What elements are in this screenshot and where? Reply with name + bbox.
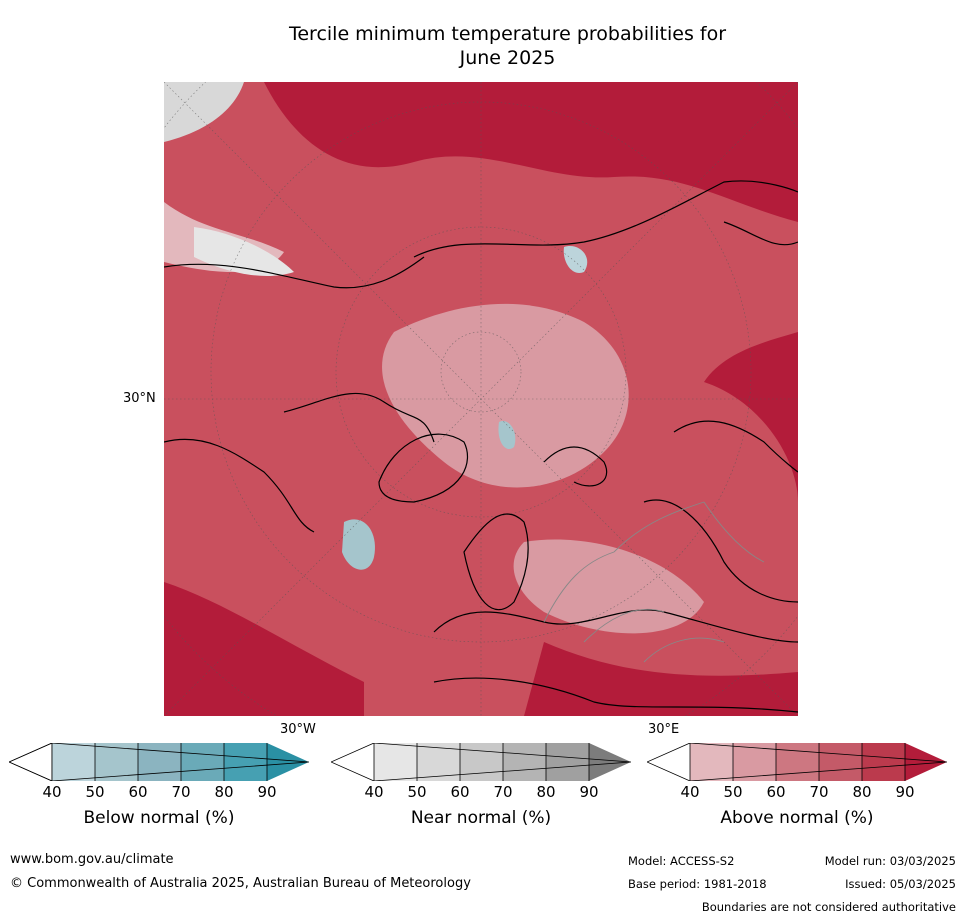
below-normal-patch-svalbard (498, 421, 516, 450)
near-normal-patch-corner (164, 82, 244, 142)
colorbar-above-normal-dividers (689, 743, 906, 781)
colorbar-near-normal-segment-2 (417, 743, 460, 781)
map-title: Tercile minimum temperature probabilitie… (160, 22, 855, 70)
colorbar-tick: 80 (852, 783, 872, 801)
colorbar-above-normal-outline (647, 743, 947, 781)
colorbar-below-normal-segment-5 (224, 743, 267, 781)
colorbar-tick: 70 (493, 783, 513, 801)
colorbar-above-normal-segment-2 (733, 743, 776, 781)
colorbar-above-normal-segment-1 (690, 743, 733, 781)
model-run-text: Model run: 03/03/2025 (824, 854, 956, 868)
colorbar-tick: 60 (128, 783, 148, 801)
deep-red-region-north (264, 82, 798, 222)
colorbar-below-normal-segment-4 (181, 743, 224, 781)
colorbar-below-normal (9, 743, 309, 781)
colorbar-above-normal-segment-5 (862, 743, 905, 781)
colorbar-near-normal-segment-3 (460, 743, 503, 781)
colorbar-near-normal-extend-high (589, 743, 631, 781)
coastlines (164, 180, 798, 713)
colorbar-above-normal-segment-3 (776, 743, 819, 781)
colorbar-above-normal (647, 743, 947, 781)
colorbar-tick: 50 (723, 783, 743, 801)
colorbar-above-normal-ticks: 40 50 60 70 80 90 (647, 783, 947, 803)
graticule (164, 82, 798, 716)
below-normal-patch-kamchatka (563, 246, 588, 273)
colorbar-above-normal-extend-low (647, 743, 690, 781)
colorbar-above-normal-extend-high (905, 743, 947, 781)
colorbar-near-normal-extend-low (331, 743, 374, 781)
model-text: Model: ACCESS-S2 (628, 854, 735, 868)
colorbar-tick: 70 (171, 783, 191, 801)
issued-text: Issued: 05/03/2025 (845, 877, 956, 891)
colorbar-near-normal-segment-1 (374, 743, 417, 781)
colorbar-tick: 50 (407, 783, 427, 801)
colorbar-tick: 40 (42, 783, 62, 801)
colorbar-below-normal-label: Below normal (%) (83, 808, 235, 828)
colorbar-tick: 60 (766, 783, 786, 801)
colorbar-below-normal-dividers (51, 743, 268, 781)
base-period-text: Base period: 1981-2018 (628, 877, 767, 891)
website-link[interactable]: www.bom.gov.au/climate (10, 852, 174, 867)
deep-red-region-south (524, 642, 798, 716)
colorbar-near-normal-label: Near normal (%) (410, 808, 552, 828)
colorbar-below-normal-ticks: 40 50 60 70 80 90 (9, 783, 309, 803)
disclaimer-text: Boundaries are not considered authoritat… (701, 900, 956, 914)
lon-label-30e: 30°E (648, 722, 680, 737)
light-pink-region-arctic (382, 303, 629, 488)
near-normal-patch-pacific (194, 227, 294, 277)
colorbar-tick: 50 (85, 783, 105, 801)
colorbar-tick: 90 (257, 783, 277, 801)
country-boundaries (543, 501, 765, 663)
title-line-2: June 2025 (459, 47, 556, 69)
colorbar-below-normal-segment-3 (138, 743, 181, 781)
colorbar-above-normal-segment-4 (819, 743, 862, 781)
below-normal-patch-atlantic (342, 519, 375, 570)
lat-label-30n: 30°N (123, 391, 156, 406)
colorbar-tick: 90 (895, 783, 915, 801)
colorbar-near-normal-dividers (373, 743, 590, 781)
deep-red-region-southwest (164, 582, 364, 716)
colorbar-below-normal-extend-high (267, 743, 309, 781)
colorbar-near-normal-ticks: 40 50 60 70 80 90 (331, 783, 631, 803)
colorbar-below-normal-segment-2 (95, 743, 138, 781)
colorbar-tick: 40 (364, 783, 384, 801)
copyright-text: © Commonwealth of Australia 2025, Austra… (10, 876, 471, 891)
colorbar-below-normal-outline (9, 743, 309, 781)
colorbar-tick: 80 (214, 783, 234, 801)
colorbar-above-normal-label: Above normal (%) (720, 808, 874, 828)
deep-red-region-east (704, 332, 798, 502)
colorbar-near-normal (331, 743, 631, 781)
forecast-map (164, 82, 798, 716)
colorbar-below-normal-segment-1 (52, 743, 95, 781)
colorbar-below-normal-extend-low (9, 743, 53, 781)
colorbar-tick: 40 (680, 783, 700, 801)
colorbar-near-normal-outline (331, 743, 631, 781)
colorbar-tick: 70 (809, 783, 829, 801)
colorbar-near-normal-segment-4 (503, 743, 546, 781)
colorbar-tick: 90 (579, 783, 599, 801)
title-line-1: Tercile minimum temperature probabilitie… (288, 23, 727, 45)
lon-label-30w: 30°W (280, 722, 316, 737)
colorbar-near-normal-segment-5 (546, 743, 589, 781)
colorbar-tick: 80 (536, 783, 556, 801)
colorbar-tick: 60 (450, 783, 470, 801)
